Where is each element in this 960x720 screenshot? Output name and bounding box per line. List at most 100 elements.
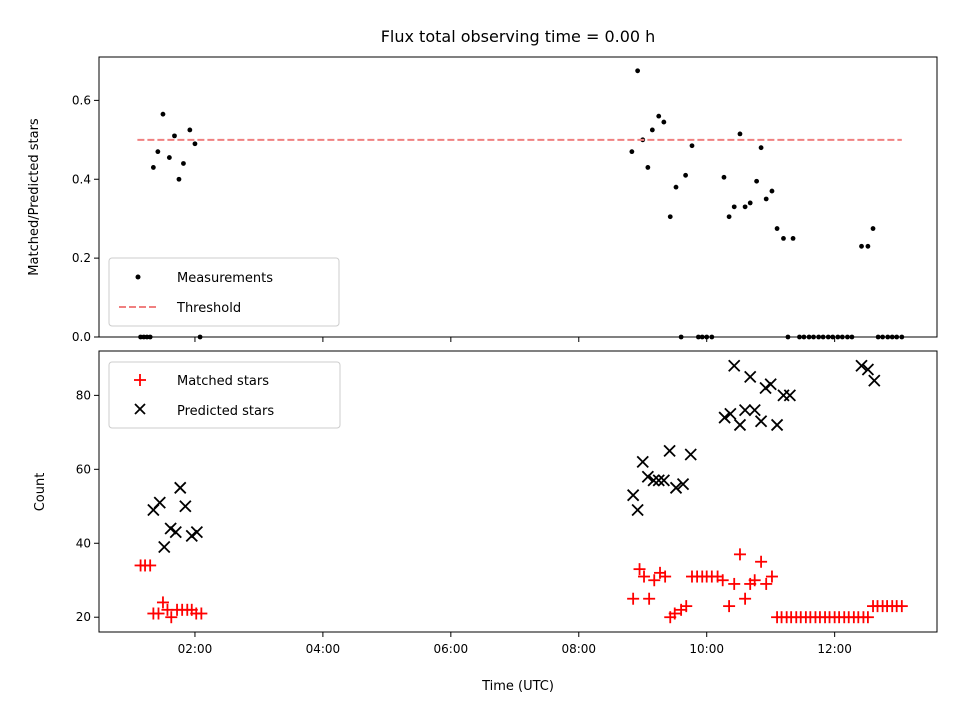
point-predicted-stars [641, 470, 654, 483]
x-b [190, 526, 204, 539]
point-predicted-stars [748, 404, 761, 417]
point-measurements [172, 133, 177, 139]
point-predicted-stars [868, 374, 881, 387]
bottom-panel: 20 40 60 80 02:00 04:00 06:00 08:00 10:00 12:00 C… [33, 350, 938, 694]
top-legend: Measurements Threshold [108, 257, 340, 327]
point-matched-stars [760, 577, 773, 590]
x-b [636, 455, 649, 469]
point-measurements [187, 127, 193, 133]
point-measurements [635, 68, 641, 74]
x-b [724, 407, 737, 420]
point-matched-stars [895, 600, 908, 613]
x-tick-label: 06:00 [434, 642, 469, 656]
point-measurements [192, 141, 198, 147]
point-measurements [865, 243, 871, 249]
point-matched-stars [861, 611, 874, 624]
point-matched-stars [728, 577, 741, 590]
point-measurements [661, 119, 667, 125]
top-panel: 0.0 0.2 0.4 0.6 Matched/Predicted stars Mea… [27, 56, 938, 344]
point-predicted-stars [724, 407, 737, 420]
point-measurements [754, 178, 760, 184]
point-predicted-stars [647, 474, 660, 487]
x-b [153, 496, 166, 509]
point-predicted-stars [861, 363, 875, 376]
point-measurements [667, 214, 673, 220]
legend-measurements-icon [135, 274, 141, 280]
point-measurements [769, 188, 775, 194]
top-panel-frame [98, 56, 938, 338]
bottom-legend: Matched stars Predicted stars [108, 361, 341, 429]
point-predicted-stars [631, 503, 644, 517]
top-y-tick-label: 0.2 [72, 251, 91, 265]
bottom-panel-frame [98, 350, 938, 633]
point-measurements [763, 196, 769, 202]
point-matched-stars [716, 574, 729, 587]
point-predicted-stars [744, 370, 757, 384]
point-matched-stars [152, 607, 165, 620]
legend-threshold-label: Threshold [176, 301, 241, 316]
x-b [641, 470, 654, 483]
point-matched-stars [668, 607, 681, 620]
point-measurements [747, 200, 753, 206]
point-predicted-stars [174, 481, 187, 494]
x-b [631, 503, 644, 517]
point-measurements [774, 226, 780, 231]
point-measurements [160, 111, 166, 117]
point-predicted-stars [663, 444, 676, 457]
x-b [868, 374, 881, 387]
x-b [754, 415, 768, 428]
point-measurements [859, 243, 864, 249]
top-y-tick-label: 0.4 [72, 172, 91, 186]
point-predicted-stars [738, 404, 752, 417]
point-measurements [166, 155, 172, 160]
point-predicted-stars [158, 540, 171, 554]
legend-predicted-stars-icon [134, 403, 146, 415]
point-matched-stars [648, 574, 661, 587]
bottom-y-tick-label: 60 [76, 462, 91, 476]
point-measurements [150, 165, 156, 170]
point-measurements [645, 165, 651, 170]
point-predicted-stars [728, 359, 741, 372]
point-predicted-stars [636, 455, 649, 469]
x-tick-label: 08:00 [561, 642, 596, 656]
point-matched-stars [156, 596, 169, 609]
x-axis-label: Time (UTC) [481, 679, 554, 694]
top-y-tick-label: 0.0 [72, 330, 91, 344]
point-measurements [689, 143, 695, 149]
point-predicted-stars [669, 481, 683, 494]
x-b [783, 389, 797, 402]
point-measurements [683, 172, 688, 178]
x-b [669, 481, 683, 494]
x-b [759, 381, 772, 395]
point-matched-stars [627, 592, 640, 605]
point-measurements [176, 176, 182, 182]
point-measurements [731, 204, 737, 210]
bottom-panel-marks [134, 359, 908, 624]
top-y-tick-label: 0.6 [72, 93, 91, 107]
point-predicted-stars [759, 381, 772, 395]
x-b [627, 489, 640, 502]
point-measurements [742, 204, 748, 210]
point-predicted-stars [190, 526, 204, 539]
x-b [657, 474, 670, 487]
bottom-y-tick-label: 20 [76, 610, 91, 624]
top-y-axis-label: Matched/Predicted stars [27, 118, 42, 276]
point-measurements [649, 127, 655, 133]
x-b [733, 418, 747, 432]
x-b [855, 359, 868, 372]
point-matched-stars [659, 570, 672, 583]
point-predicted-stars [153, 496, 166, 509]
point-measurements [673, 184, 679, 190]
x-b [748, 404, 761, 417]
x-b [164, 522, 177, 535]
bottom-y-axis-label: Count [33, 473, 48, 512]
chart-title: Flux total observing time = 0.00 h [381, 27, 656, 46]
bottom-y-tick-label: 40 [76, 536, 91, 550]
point-predicted-stars [164, 522, 177, 535]
point-measurements [629, 149, 635, 155]
point-measurements [737, 131, 743, 137]
point-measurements [781, 236, 786, 241]
bottom-legend-box [108, 361, 341, 429]
x-b [676, 477, 690, 491]
point-predicted-stars [657, 474, 670, 487]
